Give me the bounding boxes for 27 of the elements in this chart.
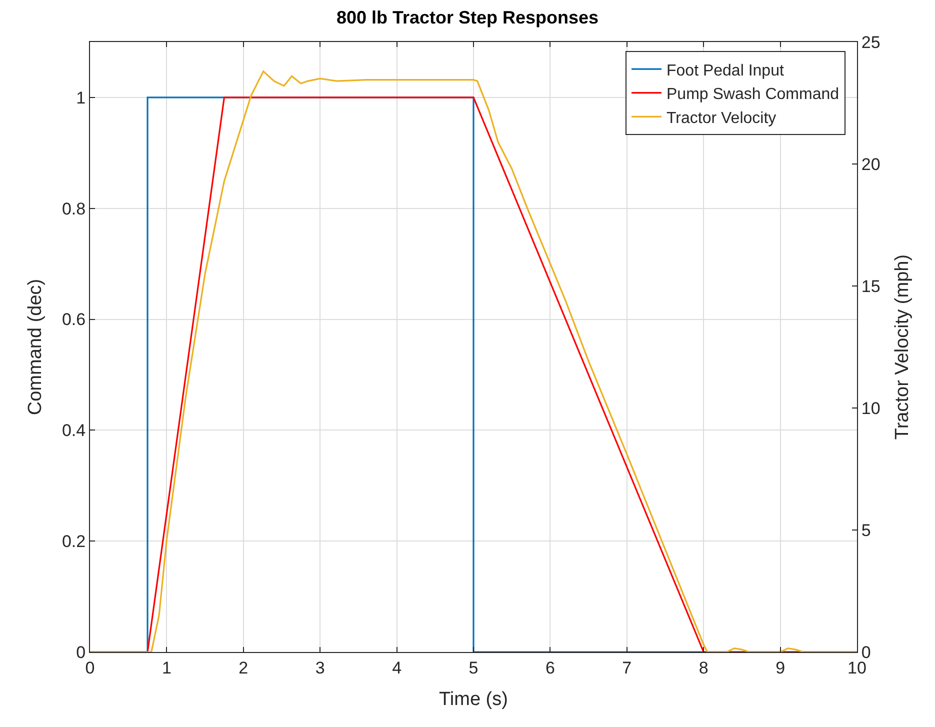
x-tick-label: 7 [622, 658, 632, 678]
x-tick-label: 4 [392, 658, 402, 678]
chart-title: 800 lb Tractor Step Responses [336, 8, 599, 28]
legend-label: Pump Swash Command [666, 86, 840, 104]
x-tick-label: 6 [545, 658, 555, 678]
x-tick-label: 5 [468, 658, 478, 678]
y2-tick-label: 20 [861, 154, 880, 174]
x-tick-label: 8 [698, 658, 708, 678]
y2-tick-label: 25 [861, 32, 880, 52]
y2-axis-title: Tractor Velocity (mph) [892, 254, 914, 440]
legend-label: Tractor Velocity [666, 110, 776, 127]
y-tick-label: 0.6 [62, 310, 86, 330]
x-tick-label: 1 [162, 658, 172, 678]
y-tick-label: 0 [76, 642, 86, 662]
y2-tick-label: 5 [861, 520, 871, 540]
y-tick-label: 0.2 [62, 532, 86, 552]
y2-tick-label: 10 [861, 398, 880, 418]
x-axis-title: Time (s) [439, 689, 508, 710]
y2-tick-label: 15 [861, 276, 880, 296]
x-tick-label: 2 [238, 658, 248, 678]
y-axis-title: Command (dec) [24, 278, 46, 416]
legend-label: Foot Pedal Input [666, 62, 784, 80]
y-tick-label: 0.4 [62, 421, 86, 440]
x-tick-label: 9 [776, 658, 786, 678]
x-tick-label: 3 [315, 658, 325, 678]
y-tick-label: 0.8 [62, 199, 86, 218]
y-tick-label: 1 [76, 88, 86, 108]
